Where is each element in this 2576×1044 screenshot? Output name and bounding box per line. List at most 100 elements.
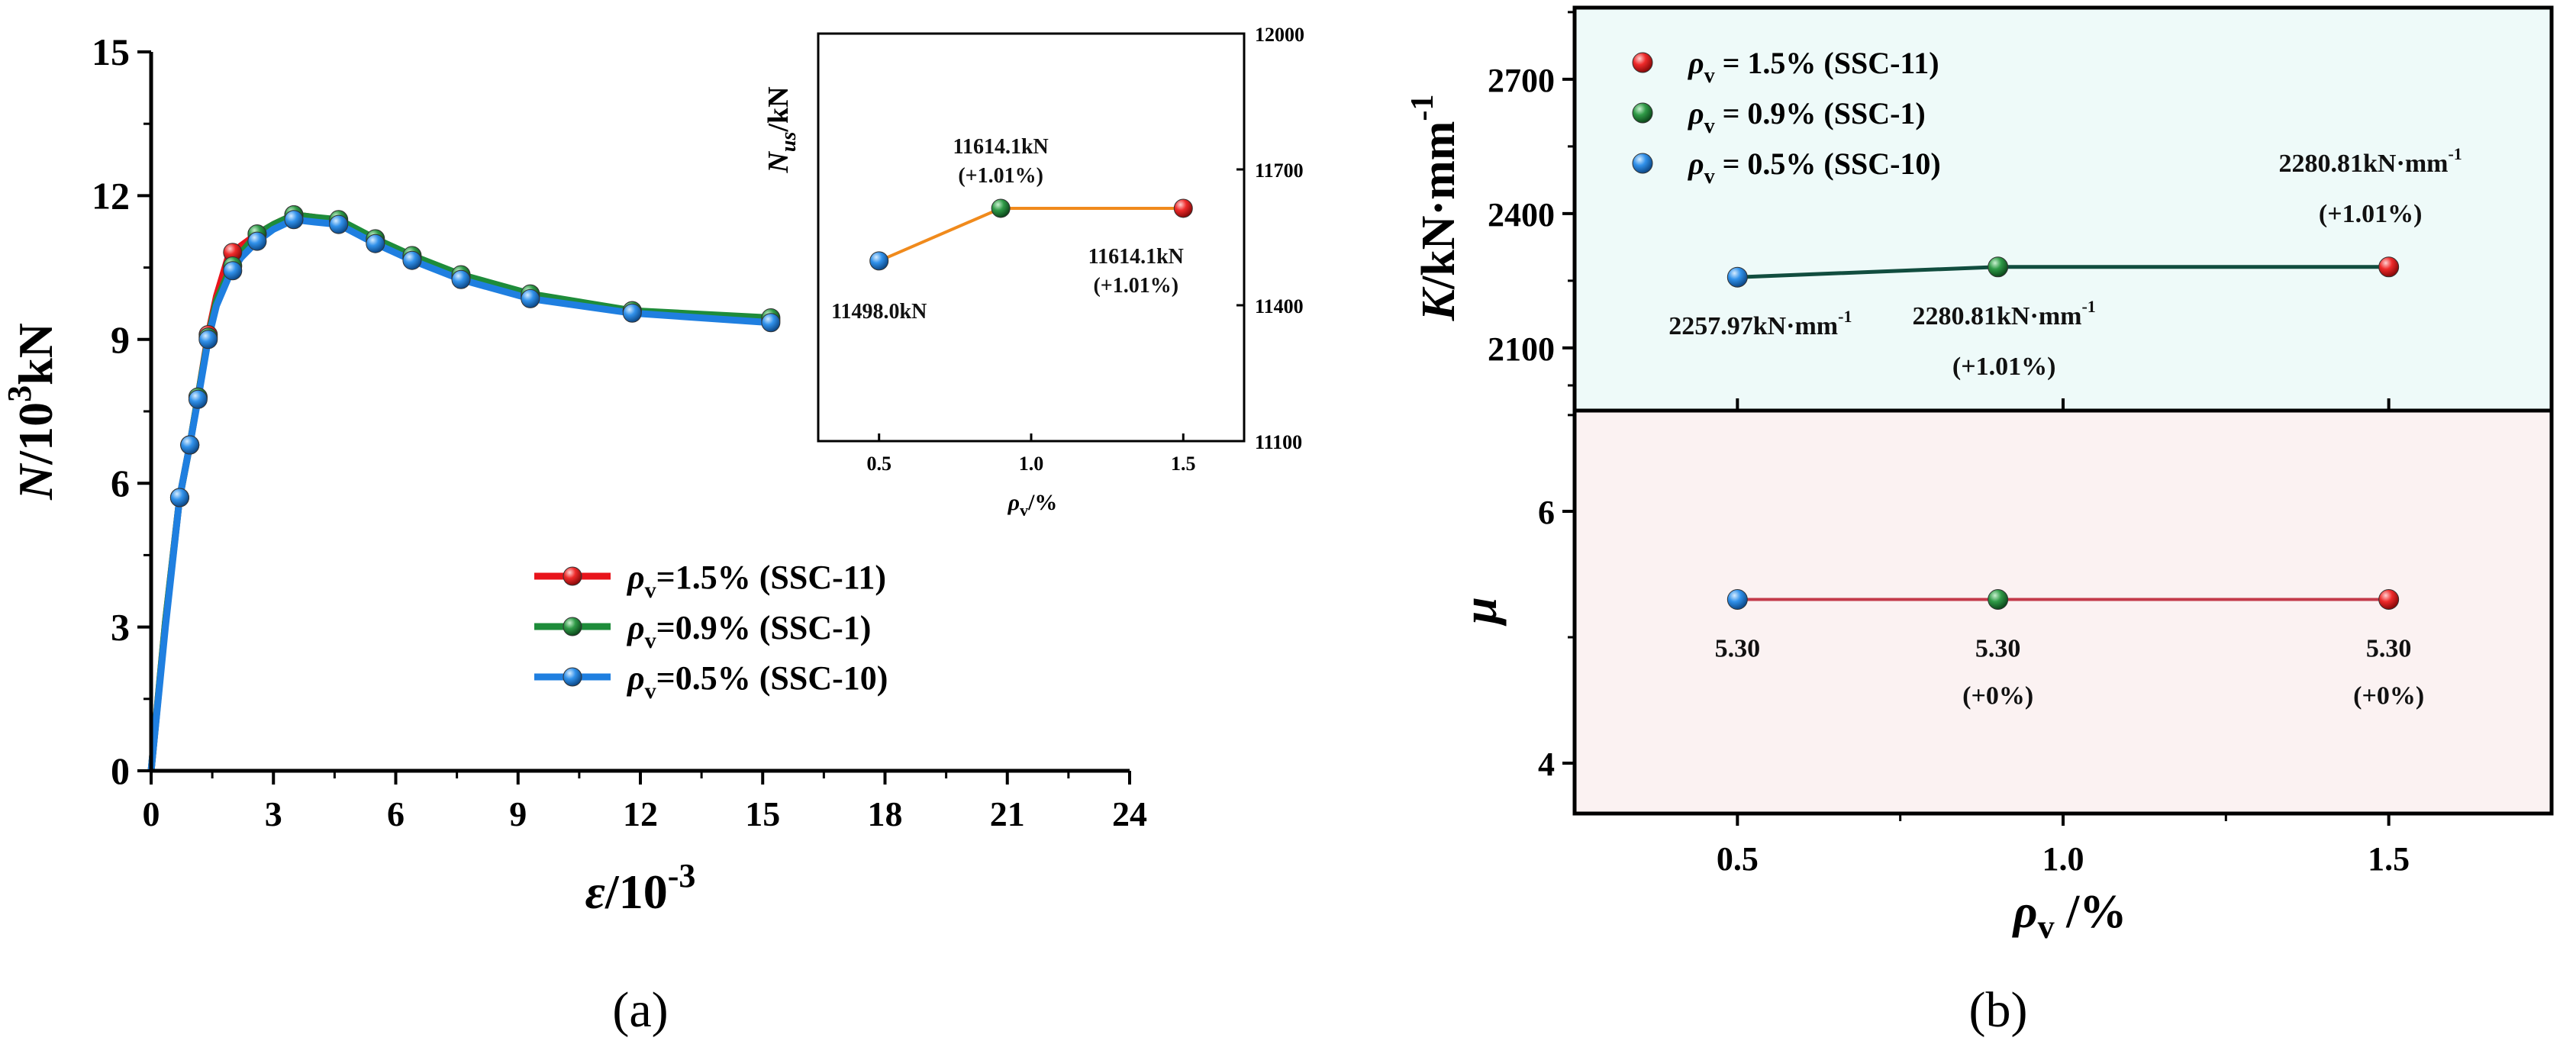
inset-frame [817,32,1246,443]
panel-b-legend-rho-symbol: ρ [1688,46,1704,80]
data-point-SSC-10-13 [761,313,781,333]
x-tick-label-9: 9 [509,794,527,833]
ductility-y-tick-label-4: 4 [1538,746,1555,783]
ductility-change-label-2: (+0%) [2353,682,2424,710]
ductility-value-label-1: 5.30 [1975,635,2021,663]
data-point-SSC-10-10 [451,269,471,289]
inset-x-axis-label: ρv/% [1008,490,1058,520]
stiffness-value-exponent-1: -1 [2081,297,2095,316]
inset-value-label-0: 11498.0kN [831,300,927,324]
panel-b-chart: 2257.97kN·mm-1 2280.81kN·mm-1(+1.01%)2280… [1405,5,2554,1038]
panel-a-legend: ρv=1.5% (SSC-11)ρv=0.9% (SSC-1)ρv=0.5% (… [534,559,888,704]
inset-x-tick-label-1.0: 1.0 [1019,453,1044,475]
stiffness-value-text-2: 2280.81kN·mm [2279,150,2449,178]
legend-marker-SSC-11 [563,566,582,586]
stiffness-y-tick-label-2100: 2100 [1488,330,1555,368]
panel-b-legend-marker-1 [1632,102,1653,124]
data-point-SSC-10-8 [366,234,385,253]
ductility-change-label-1: (+0%) [1962,682,2033,710]
inset-data-point-1 [991,198,1011,218]
panel-b-k-axis-label: K/kN·mm-1 [1405,95,1465,322]
x-tick-label-24: 24 [1112,794,1147,833]
panel-b-legend-text-1: = 0.9% (SSC-1) [1715,96,1926,130]
legend-marker-SSC-10 [563,667,582,687]
inset-value-label-1: 11614.1kN [953,135,1049,159]
panel-b-legend-marker-0 [1632,52,1653,73]
ductility-y-tick-label-6: 6 [1538,494,1555,531]
data-point-SSC-10-2 [188,389,208,409]
inset-value-label-2: 11614.1kN [1088,245,1184,269]
panel-b-bottom-background [1575,411,2552,814]
panel-b-legend-text-0: = 1.5% (SSC-11) [1715,46,1939,80]
x-tick-label-6: 6 [387,794,405,833]
y-tick-label-0: 0 [111,749,130,792]
inset-x-tick-label-0.5: 0.5 [866,453,891,475]
x-tick-label-18: 18 [868,794,903,833]
legend-text-SSC-11: =1.5% (SSC-11) [656,559,886,596]
panel-a-label: (a) [612,982,668,1038]
stiffness-change-label-1: (+1.01%) [1952,353,2056,381]
panel-a-x-axis-label: ε/10-3 [585,857,696,919]
panel-b-legend-rho-symbol: ρ [1688,147,1704,181]
panel-b-x-tick-label-0.5: 0.5 [1717,840,1759,878]
panel-b-label: (b) [1969,982,2028,1038]
panel-b-x-tick-label-1.0: 1.0 [2042,840,2084,878]
legend-text-SSC-1: =0.9% (SSC-1) [656,609,872,646]
data-point-SSC-10-11 [521,288,540,308]
panel-a-y-axis-label: N/103kN [1,323,63,501]
legend-text-SSC-10: =0.5% (SSC-10) [656,659,888,697]
stiffness-data-point-1 [1988,256,2009,278]
inset-change-label-2: (+1.01%) [1093,274,1178,298]
stiffness-value-text-0: 2257.97kN·mm [1668,312,1838,340]
stiffness-data-point-2 [2378,256,2400,278]
x-tick-label-3: 3 [265,794,282,833]
stiffness-value-label-0: 2257.97kN·mm-1 [1668,307,1852,340]
inset-change-label-1: (+1.01%) [958,164,1043,188]
legend-rho-symbol: ρ [626,659,645,697]
y-tick-label-15: 15 [92,31,130,73]
data-point-SSC-10-1 [180,435,200,455]
inset-y-tick-label-11700: 11700 [1255,160,1304,182]
legend-rho-subscript: v [645,678,656,704]
y-tick-label-9: 9 [111,318,130,361]
panel-a-inset-chart: 11498.0kN 11614.1kN (+1.01%) 11614.1kN (+1.0… [762,24,1304,520]
inset-data-point-2 [1173,198,1193,218]
panel-b-legend-label-1: ρv = 0.9% (SSC-1) [1688,96,1926,138]
legend-rho-subscript: v [645,578,656,603]
panel-b-mu-axis-label: μ [1452,597,1507,627]
panel-b-legend-rho-subscript: v [1704,64,1715,88]
stiffness-value-label-2: 2280.81kN·mm-1 [2279,144,2462,178]
inset-x-tick-label-1.5: 1.5 [1171,453,1196,475]
inset-data-point-0 [869,251,889,271]
stiffness-value-exponent-0: -1 [1838,307,1852,326]
legend-rho-symbol: ρ [626,609,645,646]
panel-b-top-background [1575,8,2552,411]
y-tick-label-6: 6 [111,462,130,504]
panel-b-legend-text-2: = 0.5% (SSC-10) [1715,147,1941,181]
stiffness-change-label-2: (+1.01%) [2319,200,2423,228]
y-tick-label-12: 12 [92,174,130,217]
y-tick-label-3: 3 [111,606,130,649]
panel-b-x-tick-label-1.5: 1.5 [2368,840,2410,878]
data-point-SSC-10-0 [169,488,189,508]
panel-b-legend-label-2: ρv = 0.5% (SSC-10) [1688,147,1941,188]
stiffness-y-tick-label-2700: 2700 [1488,62,1555,99]
panel-b-legend-marker-2 [1632,153,1653,174]
panel-b-legend-rho-subscript: v [1704,165,1715,188]
panel-b-legend-rho-subscript: v [1704,114,1715,138]
ductility-value-label-0: 5.30 [1715,635,1761,663]
x-tick-label-15: 15 [745,794,780,833]
stiffness-value-exponent-2: -1 [2448,144,2462,163]
inset-y-tick-label-12000: 12000 [1255,24,1304,46]
stiffness-y-tick-label-2400: 2400 [1488,196,1555,234]
data-point-SSC-10-6 [284,210,304,230]
ductility-value-label-2: 5.30 [2366,635,2412,663]
panel-b-legend-rho-symbol: ρ [1688,96,1704,130]
ductility-data-point-1 [1988,589,2009,610]
legend-label-SSC-10: ρv=0.5% (SSC-10) [626,659,888,704]
data-point-SSC-10-7 [329,214,349,234]
data-point-SSC-10-4 [223,261,243,281]
data-point-SSC-10-5 [247,231,267,251]
x-tick-label-21: 21 [990,794,1025,833]
